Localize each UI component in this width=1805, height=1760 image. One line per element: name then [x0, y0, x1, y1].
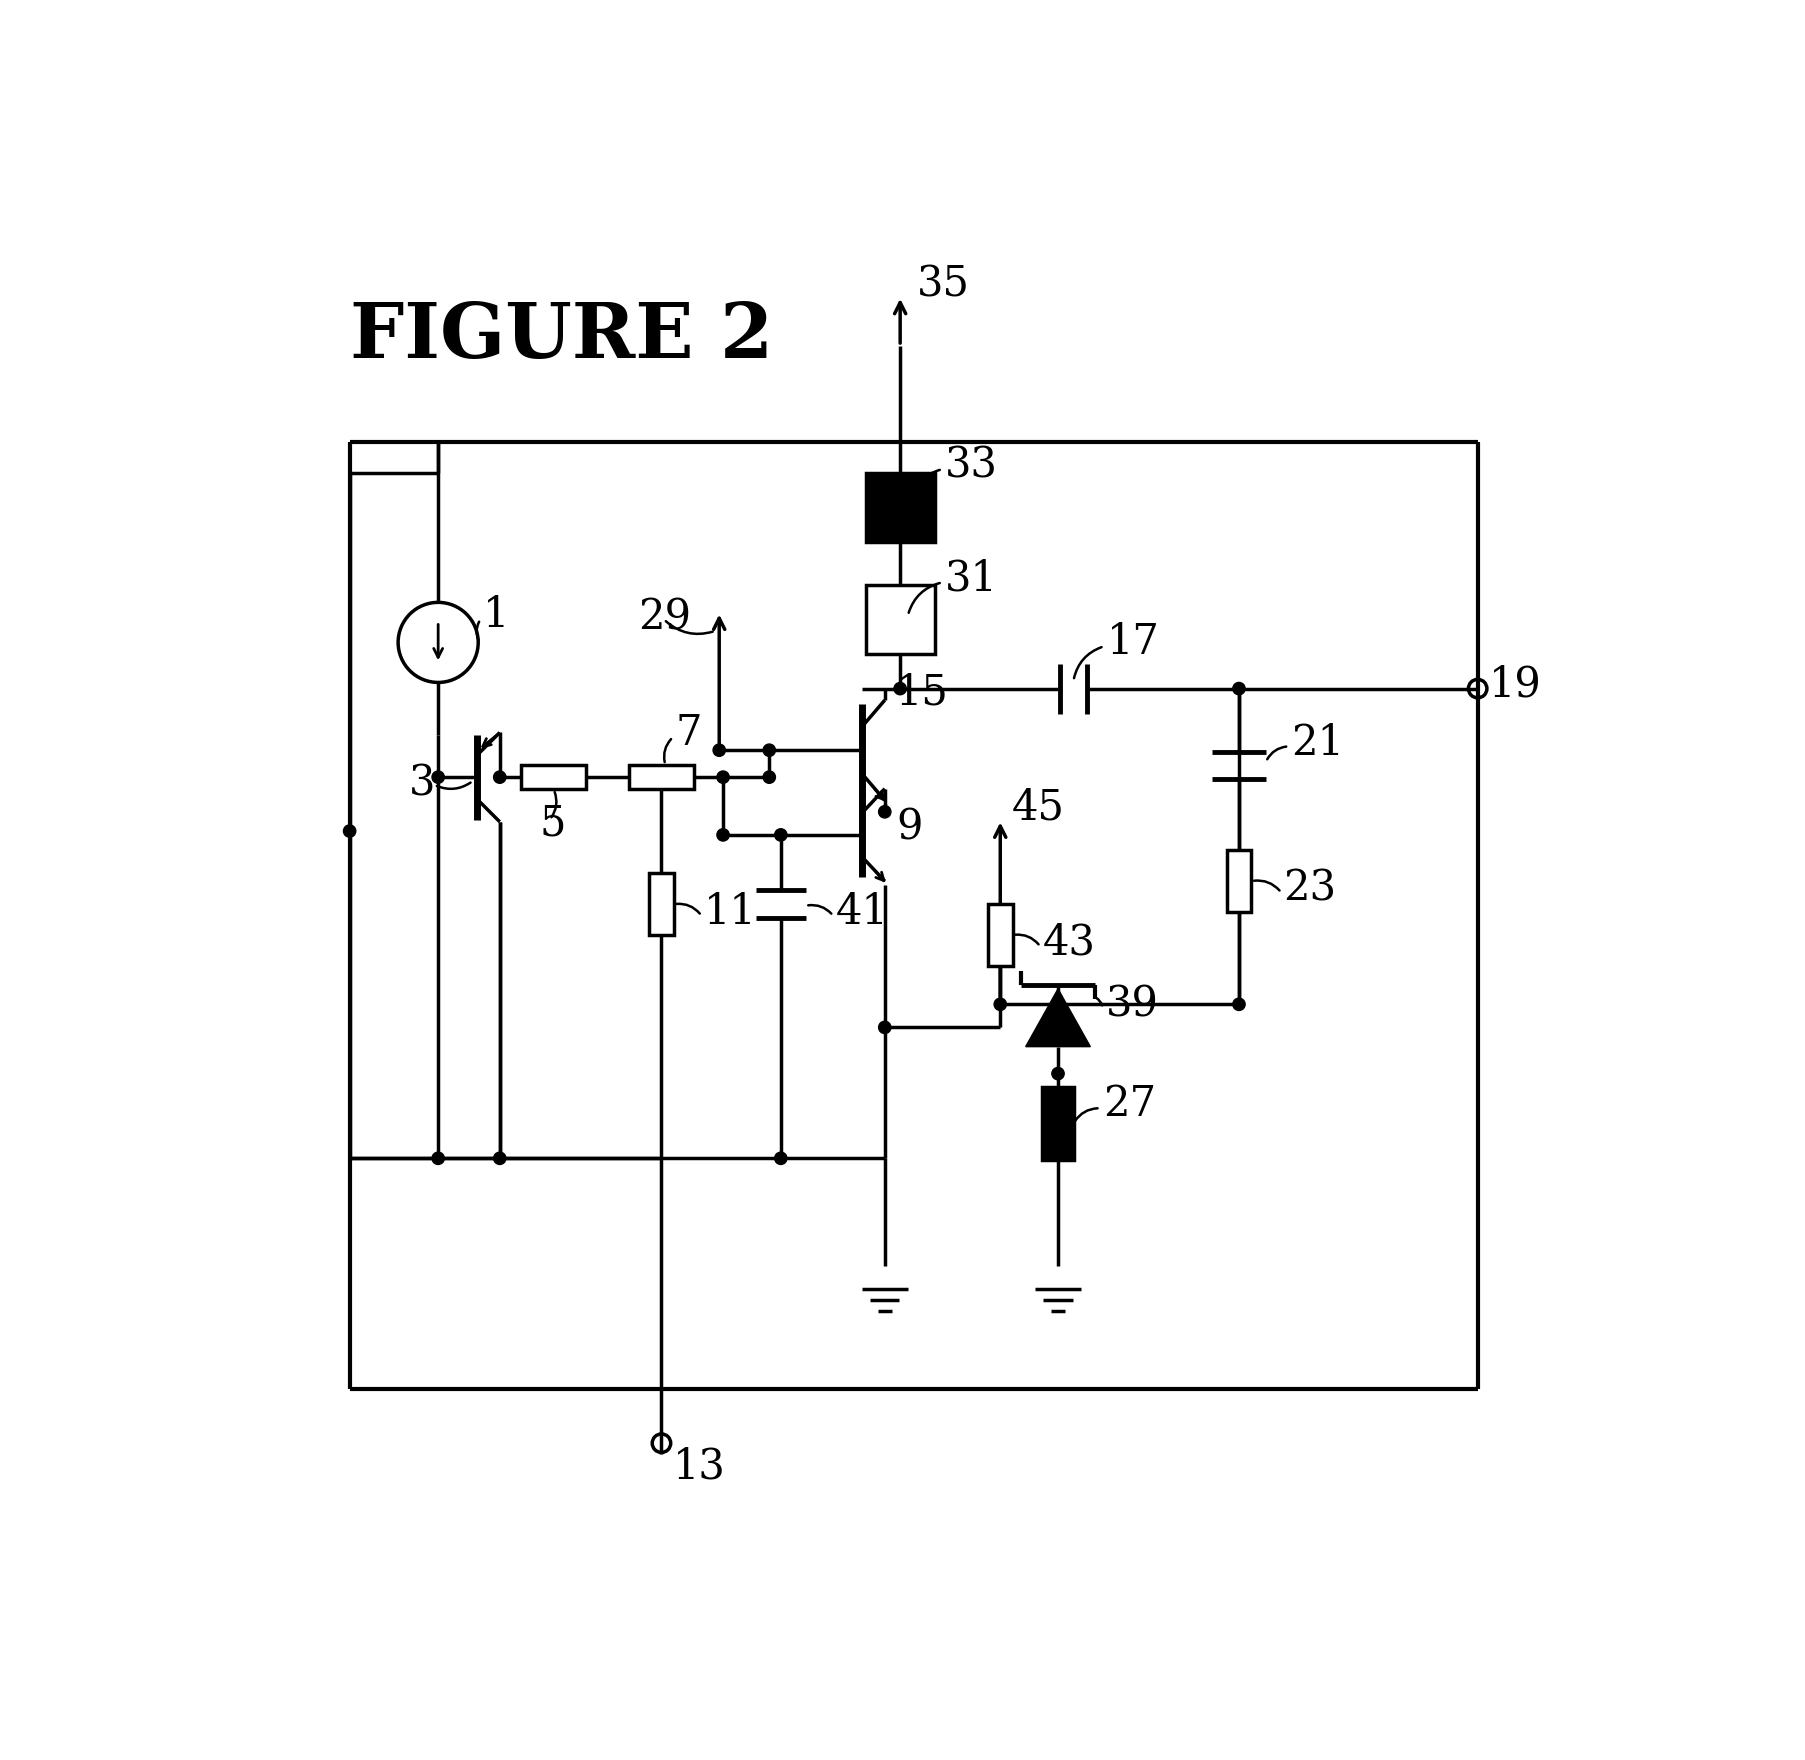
Text: 39: 39: [1105, 984, 1159, 1026]
Circle shape: [1233, 998, 1244, 1010]
Text: 27: 27: [1103, 1084, 1155, 1125]
Circle shape: [764, 744, 774, 757]
Bar: [648, 873, 673, 935]
Circle shape: [877, 1021, 890, 1033]
Circle shape: [717, 771, 729, 783]
Circle shape: [774, 829, 787, 841]
Circle shape: [493, 1153, 505, 1165]
Bar: [987, 905, 1013, 966]
Text: 11: 11: [704, 891, 756, 933]
Text: 1: 1: [482, 595, 509, 637]
Bar: [628, 766, 693, 790]
Text: FIGURE 2: FIGURE 2: [350, 299, 773, 373]
Bar: [1041, 1088, 1074, 1160]
Circle shape: [877, 806, 890, 818]
Text: 41: 41: [836, 891, 888, 933]
Circle shape: [993, 998, 1005, 1010]
Text: 13: 13: [673, 1445, 726, 1487]
Text: 9: 9: [895, 806, 922, 848]
Text: 23: 23: [1283, 868, 1336, 910]
Text: 5: 5: [540, 803, 567, 845]
Text: 31: 31: [944, 558, 996, 600]
Bar: [865, 584, 935, 655]
Circle shape: [717, 829, 729, 841]
Circle shape: [713, 744, 726, 757]
Text: 21: 21: [1291, 722, 1343, 764]
Text: 17: 17: [1106, 621, 1159, 664]
Text: 3: 3: [408, 762, 435, 804]
Circle shape: [1233, 683, 1244, 695]
Text: 35: 35: [917, 264, 969, 304]
Bar: [1226, 850, 1251, 912]
Circle shape: [893, 683, 906, 695]
Polygon shape: [1025, 989, 1090, 1047]
Circle shape: [431, 1153, 444, 1165]
Text: 15: 15: [895, 672, 949, 713]
Circle shape: [343, 825, 356, 838]
Text: 19: 19: [1489, 664, 1541, 706]
Circle shape: [764, 771, 774, 783]
Text: 29: 29: [637, 597, 691, 639]
Bar: [520, 766, 587, 790]
Circle shape: [774, 1153, 787, 1165]
Text: 7: 7: [675, 713, 702, 755]
Bar: [865, 473, 935, 542]
Text: 33: 33: [944, 444, 998, 486]
Circle shape: [1051, 1067, 1063, 1079]
Text: 43: 43: [1041, 922, 1096, 964]
Text: 45: 45: [1011, 787, 1065, 829]
Circle shape: [493, 771, 505, 783]
Circle shape: [431, 771, 444, 783]
